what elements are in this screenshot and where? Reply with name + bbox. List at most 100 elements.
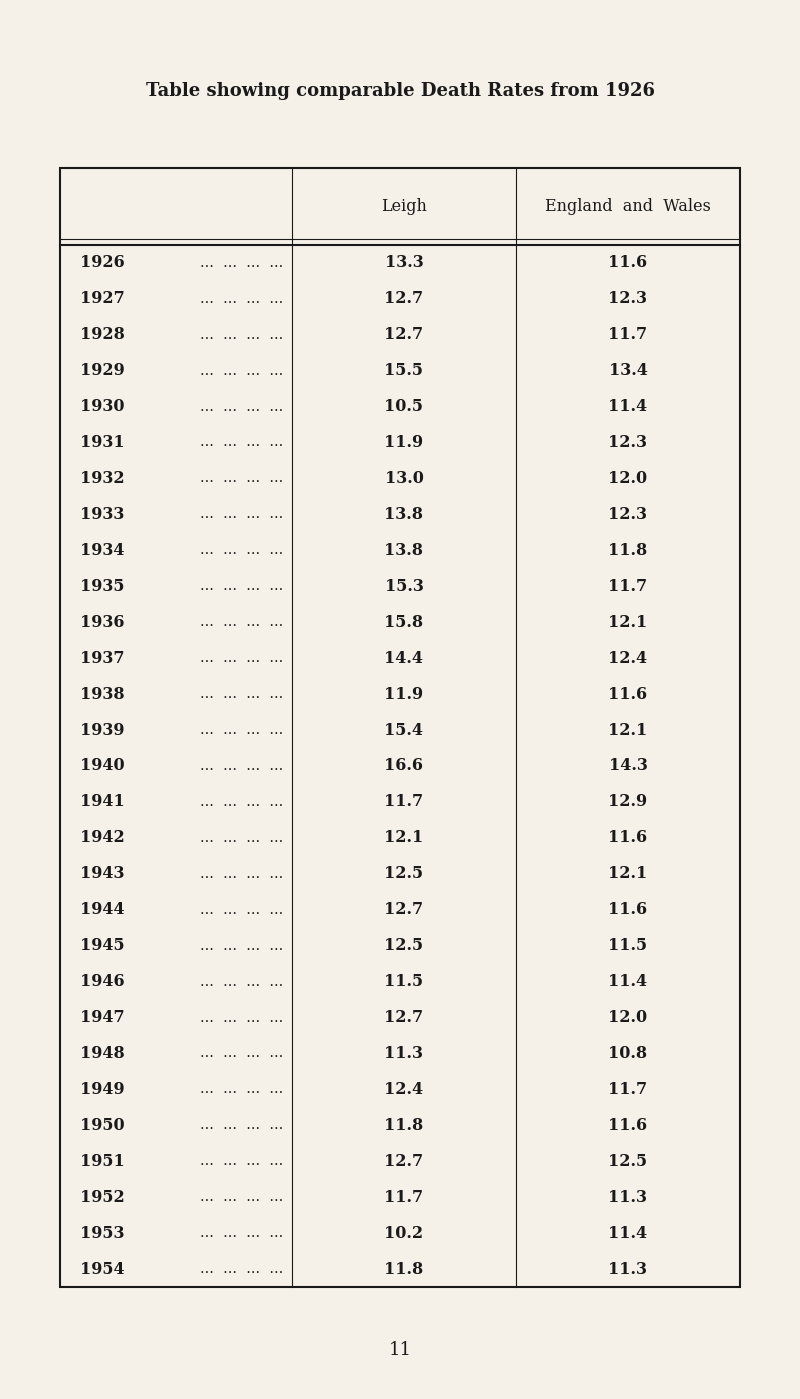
Text: ...  ...  ...  ...: ... ... ... ... bbox=[200, 543, 283, 557]
Bar bbox=[60, 168, 740, 1287]
Text: ...  ...  ...  ...: ... ... ... ... bbox=[200, 435, 283, 449]
Text: 11.8: 11.8 bbox=[384, 1116, 424, 1133]
Text: ...  ...  ...  ...: ... ... ... ... bbox=[200, 867, 283, 881]
Text: 1929: 1929 bbox=[80, 362, 125, 379]
Text: 11.8: 11.8 bbox=[608, 541, 648, 558]
Text: 12.1: 12.1 bbox=[608, 614, 648, 631]
Text: 1944: 1944 bbox=[80, 901, 125, 918]
Text: 11: 11 bbox=[389, 1342, 411, 1358]
Text: 12.5: 12.5 bbox=[609, 1153, 647, 1170]
Text: Table showing comparable Death Rates from 1926: Table showing comparable Death Rates fro… bbox=[146, 83, 654, 99]
Text: 12.0: 12.0 bbox=[609, 470, 647, 487]
Text: 11.7: 11.7 bbox=[385, 1189, 423, 1206]
Text: 10.2: 10.2 bbox=[385, 1224, 423, 1242]
Text: ...  ...  ...  ...: ... ... ... ... bbox=[200, 1262, 283, 1276]
Text: 1933: 1933 bbox=[80, 506, 124, 523]
Text: 15.5: 15.5 bbox=[385, 362, 423, 379]
Text: 14.4: 14.4 bbox=[385, 649, 423, 667]
Text: 1927: 1927 bbox=[80, 290, 125, 308]
Text: 11.7: 11.7 bbox=[609, 578, 647, 595]
Text: ...  ...  ...  ...: ... ... ... ... bbox=[200, 256, 283, 270]
Text: 13.8: 13.8 bbox=[385, 506, 423, 523]
Text: 11.6: 11.6 bbox=[609, 830, 647, 846]
Text: ...  ...  ...  ...: ... ... ... ... bbox=[200, 400, 283, 414]
Text: ...  ...  ...  ...: ... ... ... ... bbox=[200, 579, 283, 593]
Text: 11.7: 11.7 bbox=[609, 1081, 647, 1098]
Text: 13.3: 13.3 bbox=[385, 255, 423, 271]
Text: 12.5: 12.5 bbox=[385, 865, 423, 883]
Text: 1945: 1945 bbox=[80, 937, 125, 954]
Text: 12.4: 12.4 bbox=[609, 649, 647, 667]
Text: ...  ...  ...  ...: ... ... ... ... bbox=[200, 939, 283, 953]
Text: 1946: 1946 bbox=[80, 974, 125, 990]
Text: ...  ...  ...  ...: ... ... ... ... bbox=[200, 651, 283, 665]
Text: 1938: 1938 bbox=[80, 686, 125, 702]
Text: 11.8: 11.8 bbox=[384, 1260, 424, 1277]
Text: ...  ...  ...  ...: ... ... ... ... bbox=[200, 1191, 283, 1205]
Text: Leigh: Leigh bbox=[381, 197, 427, 215]
Text: 12.7: 12.7 bbox=[385, 290, 423, 308]
Text: ...  ...  ...  ...: ... ... ... ... bbox=[200, 1226, 283, 1240]
Text: 15.8: 15.8 bbox=[385, 614, 423, 631]
Text: 1940: 1940 bbox=[80, 757, 125, 775]
Text: 12.3: 12.3 bbox=[609, 290, 647, 308]
Text: 1939: 1939 bbox=[80, 722, 125, 739]
Text: England  and  Wales: England and Wales bbox=[545, 197, 711, 215]
Text: 11.5: 11.5 bbox=[609, 937, 647, 954]
Text: ...  ...  ...  ...: ... ... ... ... bbox=[200, 902, 283, 916]
Text: 11.4: 11.4 bbox=[609, 1224, 647, 1242]
Text: ...  ...  ...  ...: ... ... ... ... bbox=[200, 364, 283, 378]
Text: 1935: 1935 bbox=[80, 578, 125, 595]
Text: 11.9: 11.9 bbox=[385, 434, 423, 450]
Text: 11.5: 11.5 bbox=[385, 974, 423, 990]
Text: ...  ...  ...  ...: ... ... ... ... bbox=[200, 1046, 283, 1060]
Text: ...  ...  ...  ...: ... ... ... ... bbox=[200, 975, 283, 989]
Text: ...  ...  ...  ...: ... ... ... ... bbox=[200, 292, 283, 306]
Text: ...  ...  ...  ...: ... ... ... ... bbox=[200, 1118, 283, 1132]
Text: 11.7: 11.7 bbox=[385, 793, 423, 810]
Text: ...  ...  ...  ...: ... ... ... ... bbox=[200, 723, 283, 737]
Text: 11.4: 11.4 bbox=[609, 399, 647, 416]
Text: 1943: 1943 bbox=[80, 865, 125, 883]
Text: 1948: 1948 bbox=[80, 1045, 125, 1062]
Text: 1934: 1934 bbox=[80, 541, 125, 558]
Text: ...  ...  ...  ...: ... ... ... ... bbox=[200, 616, 283, 630]
Text: 1950: 1950 bbox=[80, 1116, 125, 1133]
Text: ...  ...  ...  ...: ... ... ... ... bbox=[200, 327, 283, 341]
Text: 12.4: 12.4 bbox=[385, 1081, 423, 1098]
Text: 12.1: 12.1 bbox=[384, 830, 424, 846]
Text: 1932: 1932 bbox=[80, 470, 125, 487]
Text: 11.6: 11.6 bbox=[609, 901, 647, 918]
Text: ...  ...  ...  ...: ... ... ... ... bbox=[200, 1010, 283, 1024]
Text: 16.6: 16.6 bbox=[385, 757, 423, 775]
Text: ...  ...  ...  ...: ... ... ... ... bbox=[200, 471, 283, 485]
Text: 12.3: 12.3 bbox=[609, 434, 647, 450]
Text: 12.7: 12.7 bbox=[385, 1153, 423, 1170]
Text: 15.3: 15.3 bbox=[385, 578, 423, 595]
Text: 10.8: 10.8 bbox=[609, 1045, 647, 1062]
Text: 1931: 1931 bbox=[80, 434, 125, 450]
Text: 12.5: 12.5 bbox=[385, 937, 423, 954]
Text: 13.4: 13.4 bbox=[609, 362, 647, 379]
Text: 12.9: 12.9 bbox=[609, 793, 647, 810]
Text: 12.3: 12.3 bbox=[609, 506, 647, 523]
Text: 13.0: 13.0 bbox=[385, 470, 423, 487]
Text: 12.7: 12.7 bbox=[385, 326, 423, 343]
Text: 1937: 1937 bbox=[80, 649, 125, 667]
Text: 13.8: 13.8 bbox=[385, 541, 423, 558]
Text: ...  ...  ...  ...: ... ... ... ... bbox=[200, 1083, 283, 1097]
Text: 1936: 1936 bbox=[80, 614, 125, 631]
Text: 12.7: 12.7 bbox=[385, 901, 423, 918]
Text: 11.9: 11.9 bbox=[385, 686, 423, 702]
Text: ...  ...  ...  ...: ... ... ... ... bbox=[200, 508, 283, 522]
Text: ...  ...  ...  ...: ... ... ... ... bbox=[200, 1154, 283, 1168]
Text: 1951: 1951 bbox=[80, 1153, 125, 1170]
Text: 1949: 1949 bbox=[80, 1081, 125, 1098]
Text: 1941: 1941 bbox=[80, 793, 125, 810]
Text: 1947: 1947 bbox=[80, 1009, 125, 1025]
Text: 11.3: 11.3 bbox=[609, 1189, 647, 1206]
Text: 12.1: 12.1 bbox=[608, 722, 648, 739]
Text: 12.1: 12.1 bbox=[608, 865, 648, 883]
Text: ...  ...  ...  ...: ... ... ... ... bbox=[200, 687, 283, 701]
Text: 11.6: 11.6 bbox=[609, 686, 647, 702]
